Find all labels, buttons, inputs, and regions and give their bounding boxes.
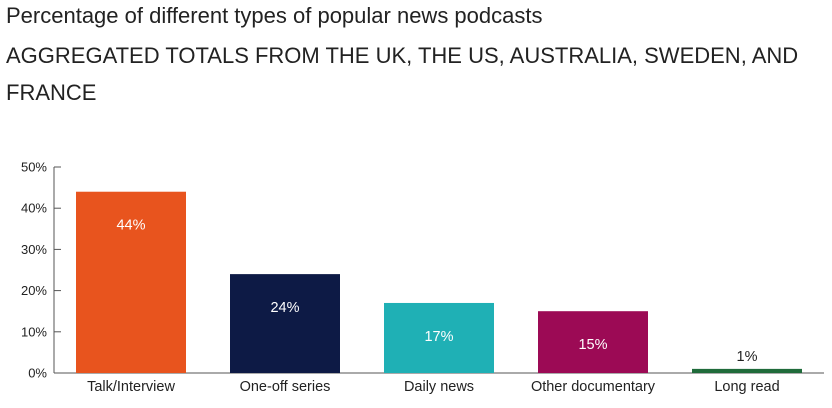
data-label: 24% [270,300,299,316]
data-labels: 44% 24% 17% 15% 1% [116,218,757,365]
y-tick-label: 50% [21,160,47,175]
data-label: 17% [424,329,453,345]
data-label: 15% [578,337,607,353]
bar [384,302,494,373]
y-tick-label: 30% [21,242,47,257]
y-tick-label: 40% [21,201,47,216]
x-tick-label: Daily news [404,379,474,395]
x-tick-label: Long read [714,379,779,395]
bars [76,191,802,373]
y-tick-label: 10% [21,324,47,339]
y-tick-label: 0% [28,366,47,381]
bar [538,311,648,373]
x-tick-label: One-off series [240,379,331,395]
x-tick-label: Talk/Interview [87,379,175,395]
x-axis: Talk/Interview One-off series Daily news Ot… [54,372,824,395]
bar [76,191,186,373]
chart-subtitle: AGGREGATED TOTALS FROM THE UK, THE US, A… [6,43,799,105]
x-tick-label: Other documentary [531,379,656,395]
bar [230,274,340,373]
data-label: 44% [116,218,145,234]
data-label: 1% [737,349,758,365]
chart-title: Percentage of different types of popular… [6,3,543,28]
bar [692,368,802,373]
y-tick-label: 20% [21,283,47,298]
y-axis: 0% 10% 20% 30% 40% 50% [21,160,61,381]
